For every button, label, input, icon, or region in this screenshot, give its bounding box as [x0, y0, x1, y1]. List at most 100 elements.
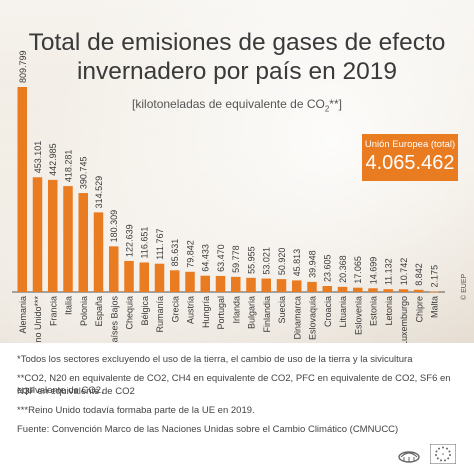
bar — [383, 289, 393, 292]
bar-value-label: 53.021 — [262, 247, 272, 275]
category-label: Chipre — [414, 296, 424, 323]
bar — [139, 262, 149, 292]
subtitle-subscript: 2 — [324, 104, 330, 114]
bar-value-label: 85.631 — [170, 239, 180, 267]
category-label: España — [94, 296, 104, 327]
category-label: Letonia — [384, 296, 394, 326]
category-label: Estonia — [369, 296, 379, 326]
bar-value-label: 50.920 — [277, 248, 287, 276]
bar-value-label: 442.985 — [48, 143, 58, 176]
category-label: Croacia — [323, 296, 333, 327]
bar-value-label: 111.767 — [155, 229, 165, 260]
bar — [32, 177, 43, 292]
bar-chart: 809.799 Alemania 453.101 Reino Unido*** 442.… — [12, 50, 445, 343]
category-label: Austria — [186, 296, 196, 324]
category-label: Rumanía — [155, 296, 165, 333]
bar-value-label: 59.778 — [231, 245, 241, 273]
category-label: Polonia — [79, 296, 89, 326]
bar-value-label: 63.470 — [216, 244, 226, 272]
eu-flag-icon — [430, 444, 456, 464]
category-label: Bélgica — [140, 296, 150, 326]
category-label: Lituania — [338, 296, 348, 328]
category-label: Italia — [64, 296, 74, 315]
bar — [398, 289, 409, 292]
bar — [170, 270, 180, 292]
category-label: Finlandia — [262, 296, 272, 333]
bar-value-label: 39.948 — [308, 250, 318, 278]
bar — [215, 275, 226, 292]
category-label: Hungría — [201, 296, 211, 328]
bar-value-label: 122.639 — [125, 224, 135, 257]
bar-value-label: 55.955 — [247, 246, 257, 274]
footnote-2b: N3F en equivalente de CO2 — [17, 386, 135, 397]
bar — [63, 186, 73, 292]
bar — [185, 271, 195, 292]
bar-value-label: 453.101 — [33, 141, 43, 174]
category-label: Eslovaquia — [308, 296, 318, 340]
bar-value-label: 116.651 — [140, 227, 150, 259]
category-label: Eslovenia — [353, 296, 363, 335]
bar — [200, 275, 210, 292]
bar — [429, 291, 439, 293]
bar-value-label: 79.842 — [186, 240, 196, 268]
bar-value-label: 17.065 — [353, 256, 363, 284]
title-line-2: invernadero por país en 2019 — [76, 58, 398, 85]
bar — [261, 278, 271, 292]
bar-value-label: 20.368 — [338, 255, 348, 283]
subtitle-prefix: [kilotoneladas de equivalente de CO — [132, 97, 325, 111]
category-label: Irlanda — [231, 296, 241, 324]
category-label: Francia — [48, 296, 58, 326]
bar — [17, 87, 27, 292]
category-label: Suecia — [277, 296, 287, 324]
bar — [368, 288, 378, 292]
bar — [353, 287, 363, 292]
bar — [292, 280, 302, 292]
category-label: Chequia — [125, 296, 135, 330]
bar-value-label: 23.605 — [323, 254, 333, 282]
bar-value-label: 2.175 — [430, 265, 440, 288]
bar-value-label: 314.529 — [94, 176, 104, 209]
bar — [231, 276, 241, 292]
bar — [124, 260, 134, 292]
bar — [109, 246, 119, 292]
bar — [48, 179, 58, 292]
eu-total-box: Unión Europea (total) 4.065.462 — [362, 134, 458, 181]
footnotes-panel: *Todos los sectores excluyendo el uso de… — [0, 343, 474, 472]
category-label: Malta — [430, 296, 440, 318]
category-label: Portugal — [216, 296, 226, 330]
title-line-1: Total de emisiones de gases de efecto — [28, 29, 446, 56]
category-label: Bulgaria — [247, 296, 257, 329]
footnote-1: *Todos los sectores excluyendo el uso de… — [17, 354, 413, 365]
source-note: Fuente: Convención Marco de las Naciones… — [17, 424, 399, 435]
eu-total-value: 4.065.462 — [365, 152, 455, 174]
eu-total-label: Unión Europea (total) — [364, 139, 456, 150]
chart-subtitle: [kilotoneladas de equivalente de CO2**] — [0, 97, 474, 113]
category-label: Reino Unido*** — [33, 296, 43, 343]
bar-value-label: 64.433 — [201, 244, 211, 272]
bar — [93, 212, 104, 292]
category-label: Luxemburgo — [399, 296, 409, 343]
bar-value-label: 45.813 — [292, 249, 302, 277]
bar-value-label: 11.132 — [384, 258, 394, 285]
bar — [414, 289, 424, 292]
category-label: Grecia — [170, 296, 180, 323]
bar — [246, 277, 256, 292]
bar — [322, 286, 332, 292]
bar — [154, 263, 165, 292]
footnote-2a: **CO2, N20 en equivalente de CO2, CH4 en… — [17, 373, 451, 396]
bar — [307, 281, 317, 292]
bar — [337, 286, 348, 292]
copyright-text: © EUEP — [461, 273, 468, 300]
bar-value-label: 10.742 — [399, 258, 409, 286]
bar — [78, 193, 88, 292]
category-label: Países Bajos — [109, 296, 119, 343]
footnote-3: ***Reino Unido todavía formaba parte de … — [17, 405, 255, 416]
category-label: Alemania — [18, 296, 28, 334]
bar-value-label: 14.699 — [369, 257, 379, 285]
bar-value-label: 809.799 — [18, 50, 28, 83]
bar-value-label: 180.309 — [109, 210, 119, 243]
chart-title: Total de emisiones de gases de efecto in… — [0, 28, 474, 86]
bar-value-label: 8.842 — [414, 263, 424, 286]
bar — [276, 279, 287, 292]
